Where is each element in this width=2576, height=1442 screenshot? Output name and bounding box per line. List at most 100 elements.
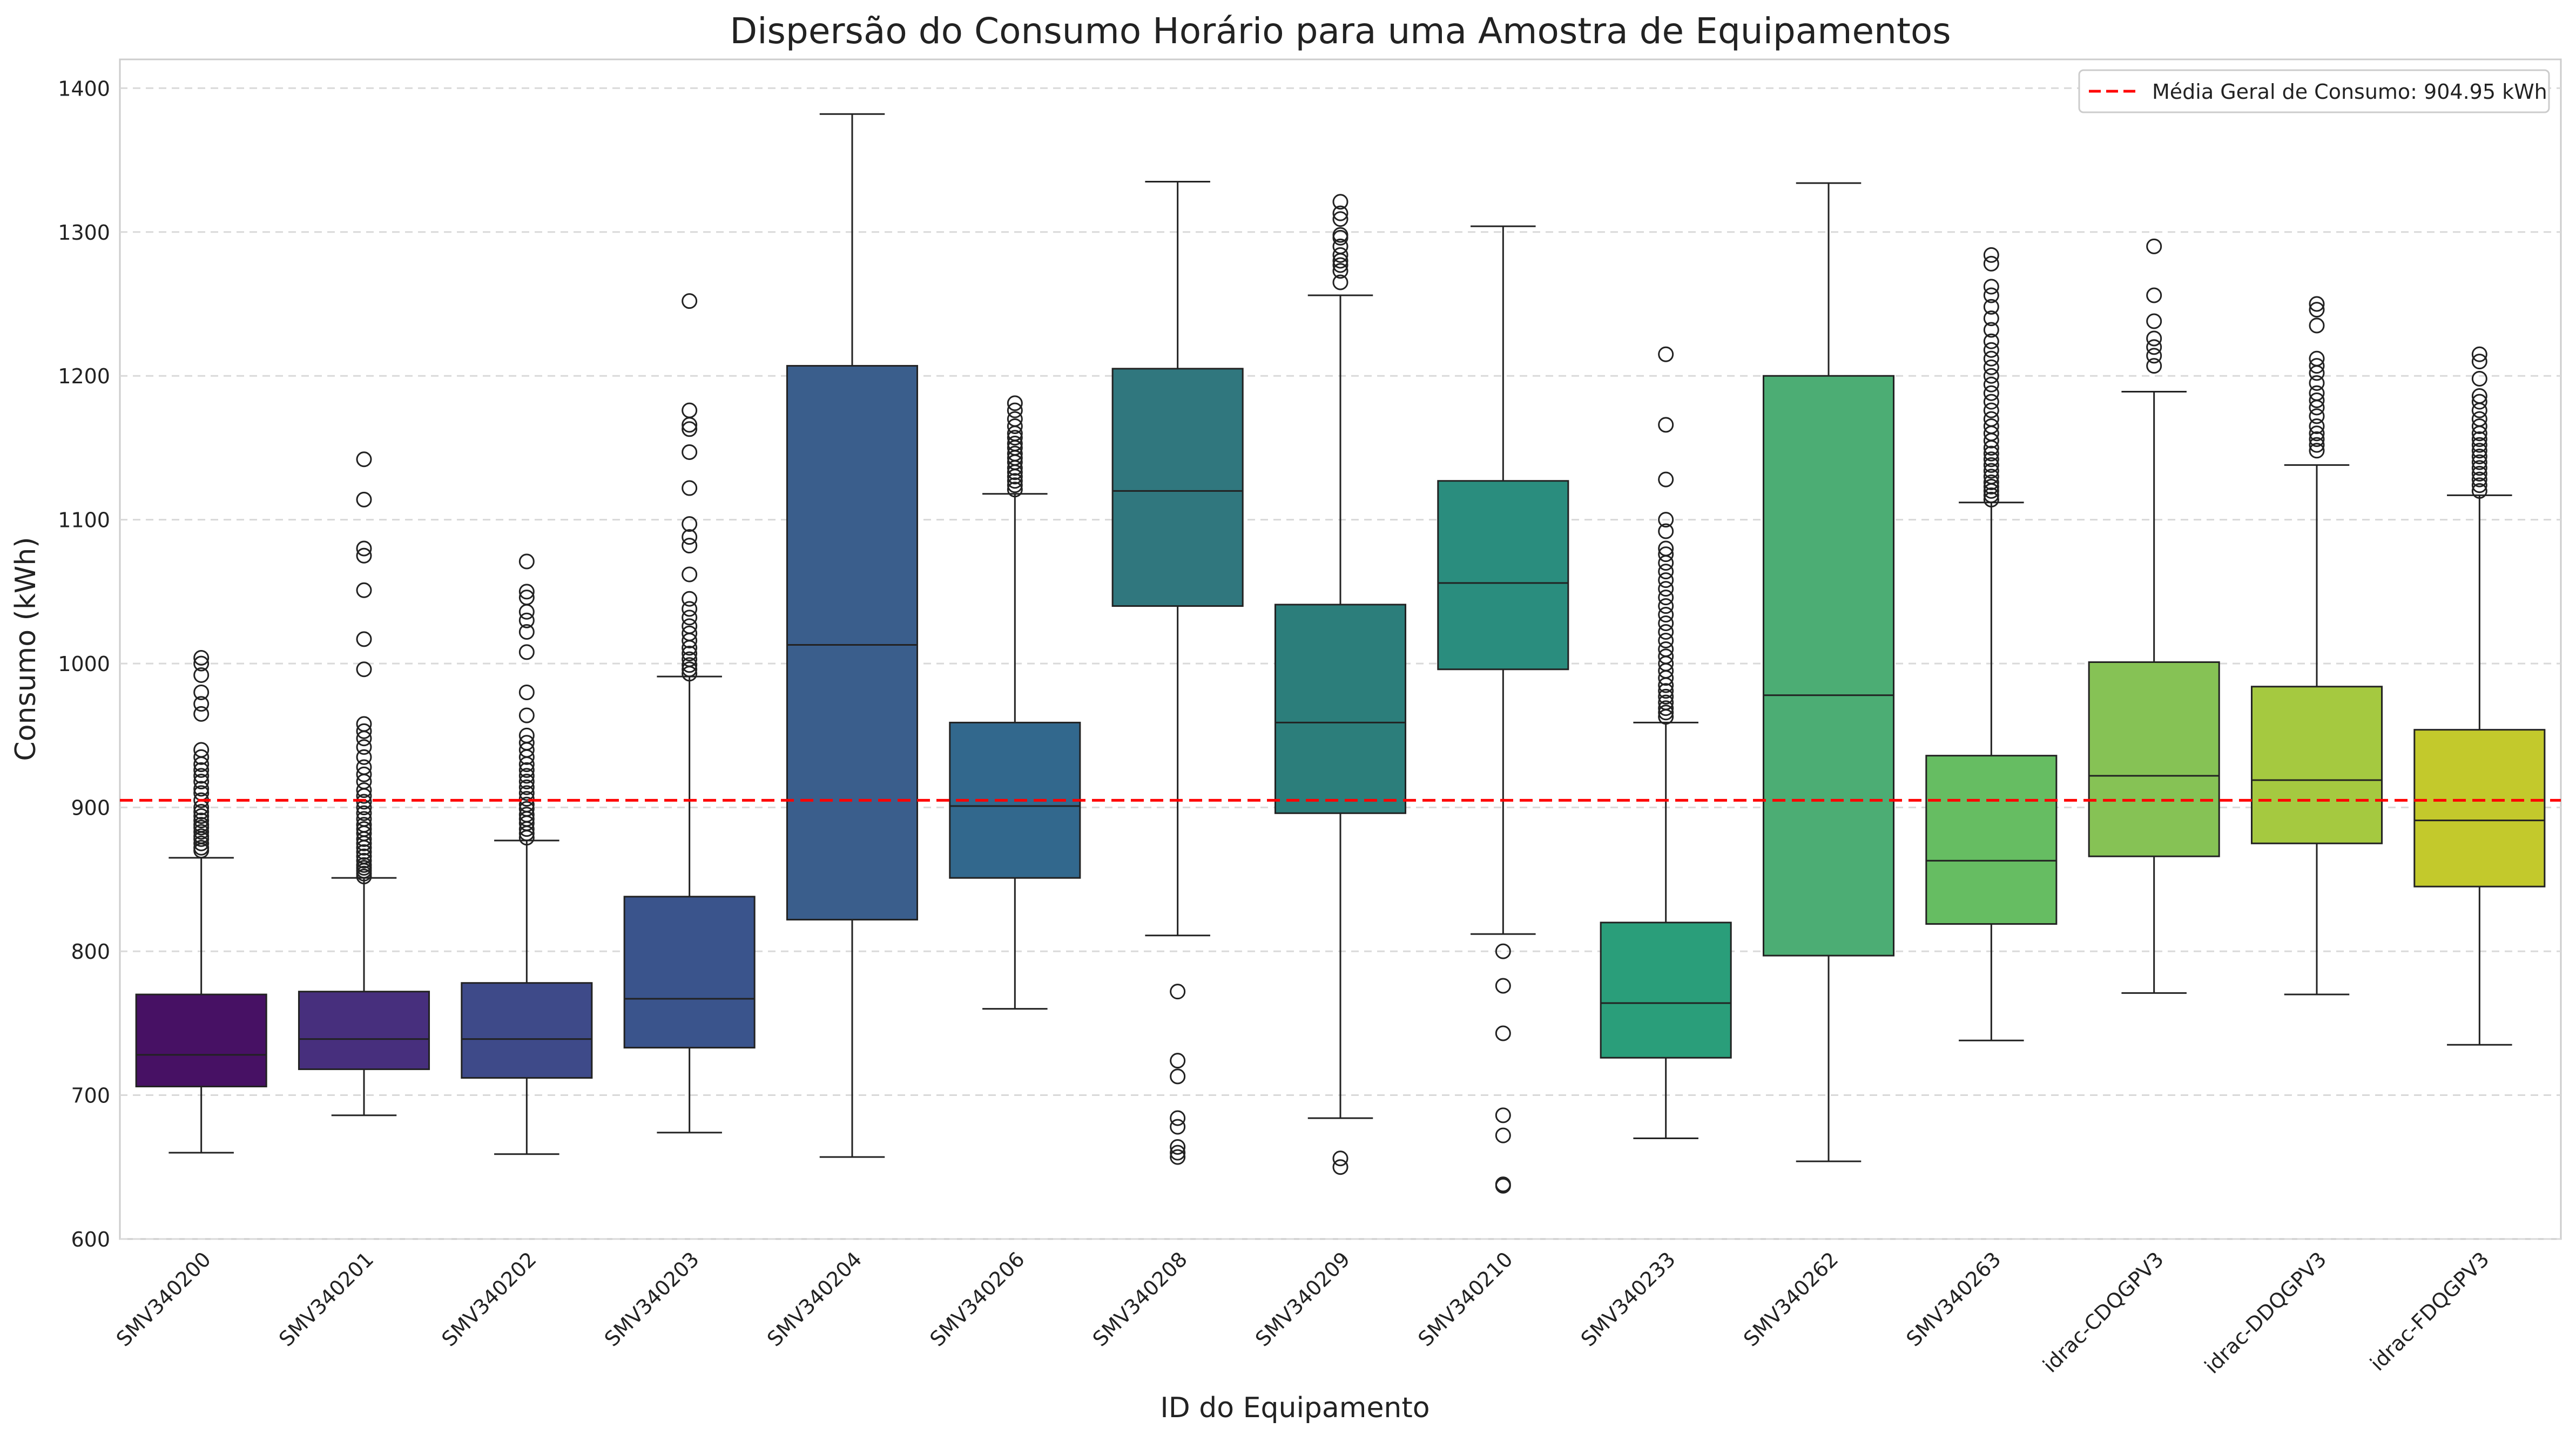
outlier-point xyxy=(1983,247,1999,263)
outlier-point xyxy=(1170,1110,1186,1126)
outlier-point xyxy=(1983,469,1999,485)
outlier-point xyxy=(1495,1176,1511,1193)
y-tick-label: 800 xyxy=(71,940,110,964)
outlier-point xyxy=(1007,395,1023,411)
outlier-point xyxy=(1332,274,1348,290)
iqr-box xyxy=(1111,368,1244,607)
x-tick-label: SMV340263 xyxy=(1901,1247,2005,1351)
box-group xyxy=(2088,238,2220,994)
outlier-point xyxy=(518,807,535,823)
outlier-point xyxy=(2309,296,2325,312)
outlier-point xyxy=(1658,546,1674,563)
iqr-box xyxy=(786,365,919,920)
x-tick-label: idrac-DDQGPV3 xyxy=(2200,1247,2331,1378)
outlier-point xyxy=(1658,471,1674,488)
outlier-point xyxy=(1658,615,1674,632)
outlier-point xyxy=(1983,342,1999,358)
outlier-point xyxy=(2309,317,2325,334)
legend-box xyxy=(2078,69,2550,113)
outlier-point xyxy=(356,811,372,827)
outlier-point xyxy=(1007,418,1023,434)
outlier-point xyxy=(1495,1127,1511,1143)
outlier-point xyxy=(2309,385,2325,401)
outlier-point xyxy=(518,796,535,813)
box-group xyxy=(135,649,267,1154)
outlier-point xyxy=(1983,279,1999,295)
y-axis-ticks: 600 700 800 900 1000 1100 1200 1300 1400 xyxy=(58,77,110,1251)
outlier-point xyxy=(1007,435,1023,451)
outlier-point xyxy=(356,844,372,860)
outlier-point xyxy=(2309,375,2325,391)
outlier-point xyxy=(1658,683,1674,699)
outlier-point xyxy=(356,766,372,782)
outlier-point xyxy=(518,785,535,801)
x-tick-label: idrac-FDQGPV3 xyxy=(2365,1247,2493,1375)
outlier-point xyxy=(1495,978,1511,994)
outlier-point xyxy=(682,402,698,418)
outlier-point xyxy=(193,749,210,765)
outlier-point xyxy=(1332,227,1348,243)
outlier-point xyxy=(356,661,372,678)
outlier-point xyxy=(1658,641,1674,657)
outlier-point xyxy=(193,804,210,820)
outlier-point xyxy=(1658,581,1674,597)
outlier-point xyxy=(682,651,698,667)
outlier-point xyxy=(1332,205,1348,221)
outlier-point xyxy=(356,491,372,507)
outlier-point xyxy=(1658,700,1674,716)
box-group xyxy=(1274,194,1407,1175)
outlier-point xyxy=(518,727,535,743)
outlier-point xyxy=(2471,443,2487,459)
outlier-point xyxy=(682,516,698,532)
outlier-point xyxy=(2309,437,2325,453)
outlier-point xyxy=(518,624,535,640)
outlier-point xyxy=(1007,402,1023,418)
outlier-point xyxy=(2146,339,2162,355)
outlier-point xyxy=(1332,1150,1348,1167)
outlier-point xyxy=(193,762,210,778)
outlier-point xyxy=(518,590,535,606)
outlier-point xyxy=(2471,418,2487,434)
outlier-point xyxy=(193,835,210,851)
x-axis-label: ID do Equipamento xyxy=(1160,1392,1429,1424)
outlier-point xyxy=(193,817,210,833)
outlier-point xyxy=(193,840,210,856)
outlier-point xyxy=(518,791,535,807)
x-tick-label: SMV340203 xyxy=(600,1247,704,1351)
outlier-point xyxy=(518,801,535,817)
outlier-point xyxy=(1170,984,1186,1000)
iqr-box xyxy=(461,982,593,1079)
outlier-point xyxy=(2146,313,2162,329)
box-group xyxy=(1925,247,2058,1041)
outlier-point xyxy=(193,649,210,666)
outlier-point xyxy=(682,610,698,626)
outlier-point xyxy=(2471,477,2487,493)
outlier-point xyxy=(2146,358,2162,374)
outlier-point xyxy=(1658,633,1674,649)
outlier-point xyxy=(193,774,210,790)
outlier-point xyxy=(2471,346,2487,362)
outlier-point xyxy=(1983,255,1999,272)
outlier-point xyxy=(518,707,535,723)
outlier-point xyxy=(1983,402,1999,418)
x-tick-label: idrac-CDQGPV3 xyxy=(2038,1247,2168,1377)
outlier-point xyxy=(518,684,535,700)
outlier-point xyxy=(682,444,698,460)
outlier-point xyxy=(356,631,372,647)
outlier-point xyxy=(2471,483,2487,499)
box-group xyxy=(786,113,919,1158)
chart-title: Dispersão do Consumo Horário para uma Am… xyxy=(730,10,1951,52)
legend-mean-label: Média Geral de Consumo: 904.95 kWh xyxy=(2152,80,2547,104)
outlier-point xyxy=(1007,473,1023,489)
iqr-box xyxy=(2088,661,2220,857)
y-tick-label: 700 xyxy=(71,1084,110,1108)
box-group xyxy=(1762,182,1895,1162)
x-tick-label: SMV340208 xyxy=(1088,1247,1192,1351)
outlier-point xyxy=(2471,437,2487,453)
outlier-point xyxy=(193,742,210,758)
outlier-point xyxy=(1170,1145,1186,1161)
outlier-point xyxy=(1170,1119,1186,1135)
outlier-point xyxy=(1658,512,1674,528)
x-tick-label: SMV340200 xyxy=(112,1247,215,1351)
outlier-point xyxy=(1007,477,1023,493)
